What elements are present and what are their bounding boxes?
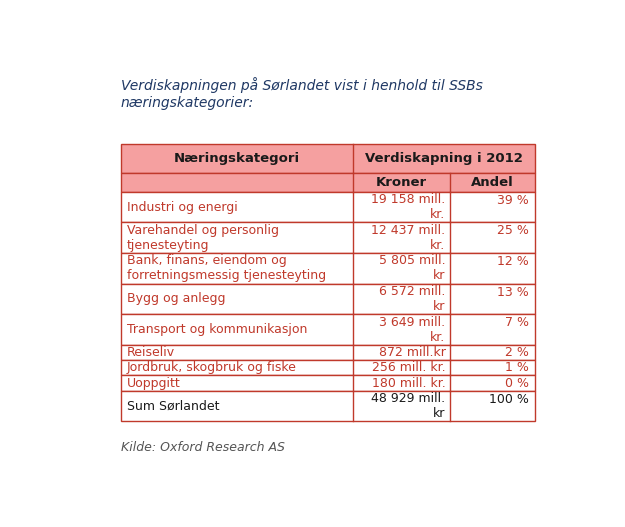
Text: Verdiskapningen på Sørlandet vist i henhold til SSBs: Verdiskapningen på Sørlandet vist i henh… <box>121 77 482 93</box>
Text: 48 929 mill.
kr: 48 929 mill. kr <box>371 392 446 420</box>
Text: Andel: Andel <box>471 176 514 189</box>
Text: 0 %: 0 % <box>505 377 529 389</box>
Text: 7 %: 7 % <box>505 316 529 329</box>
Text: Kilde: Oxford Research AS: Kilde: Oxford Research AS <box>121 441 284 454</box>
Text: 180 mill. kr.: 180 mill. kr. <box>372 377 446 389</box>
Text: Sum Sørlandet: Sum Sørlandet <box>127 399 219 413</box>
Text: 256 mill. kr.: 256 mill. kr. <box>372 361 446 374</box>
FancyBboxPatch shape <box>121 375 536 391</box>
FancyBboxPatch shape <box>121 360 536 375</box>
Text: 12 %: 12 % <box>498 255 529 268</box>
Text: 25 %: 25 % <box>498 225 529 238</box>
FancyBboxPatch shape <box>121 222 536 253</box>
Text: 12 437 mill.
kr.: 12 437 mill. kr. <box>371 224 446 252</box>
Text: Kroner: Kroner <box>376 176 428 189</box>
Text: Bank, finans, eiendom og
forretningsmessig tjenesteyting: Bank, finans, eiendom og forretningsmess… <box>127 255 326 282</box>
Text: Næringskategori: Næringskategori <box>174 152 300 165</box>
FancyBboxPatch shape <box>121 284 536 314</box>
Text: Industri og energi: Industri og energi <box>127 201 238 213</box>
Text: 13 %: 13 % <box>498 286 529 299</box>
Text: næringskategorier:: næringskategorier: <box>121 95 254 110</box>
Text: 3 649 mill.
kr.: 3 649 mill. kr. <box>379 316 446 344</box>
FancyBboxPatch shape <box>121 144 536 173</box>
Text: 6 572 mill.
kr: 6 572 mill. kr <box>379 285 446 313</box>
Text: 39 %: 39 % <box>498 194 529 207</box>
Text: Bygg og anlegg: Bygg og anlegg <box>127 292 226 306</box>
Text: Verdiskapning i 2012: Verdiskapning i 2012 <box>366 152 523 165</box>
Text: 872 mill.kr: 872 mill.kr <box>379 346 446 359</box>
FancyBboxPatch shape <box>121 253 536 284</box>
Text: Varehandel og personlig
tjenesteyting: Varehandel og personlig tjenesteyting <box>127 224 279 252</box>
Text: Transport og kommunikasjon: Transport og kommunikasjon <box>127 323 308 336</box>
Text: 1 %: 1 % <box>505 361 529 374</box>
FancyBboxPatch shape <box>121 391 536 421</box>
Text: 5 805 mill.
kr: 5 805 mill. kr <box>379 255 446 282</box>
FancyBboxPatch shape <box>121 314 536 345</box>
FancyBboxPatch shape <box>121 173 536 192</box>
Text: Uoppgitt: Uoppgitt <box>127 377 181 389</box>
Text: 100 %: 100 % <box>489 393 529 406</box>
Text: 19 158 mill.
kr.: 19 158 mill. kr. <box>371 193 446 221</box>
Text: 2 %: 2 % <box>505 346 529 359</box>
FancyBboxPatch shape <box>121 345 536 360</box>
Text: Jordbruk, skogbruk og fiske: Jordbruk, skogbruk og fiske <box>127 361 297 374</box>
Text: Reiseliv: Reiseliv <box>127 346 175 359</box>
FancyBboxPatch shape <box>121 192 536 222</box>
